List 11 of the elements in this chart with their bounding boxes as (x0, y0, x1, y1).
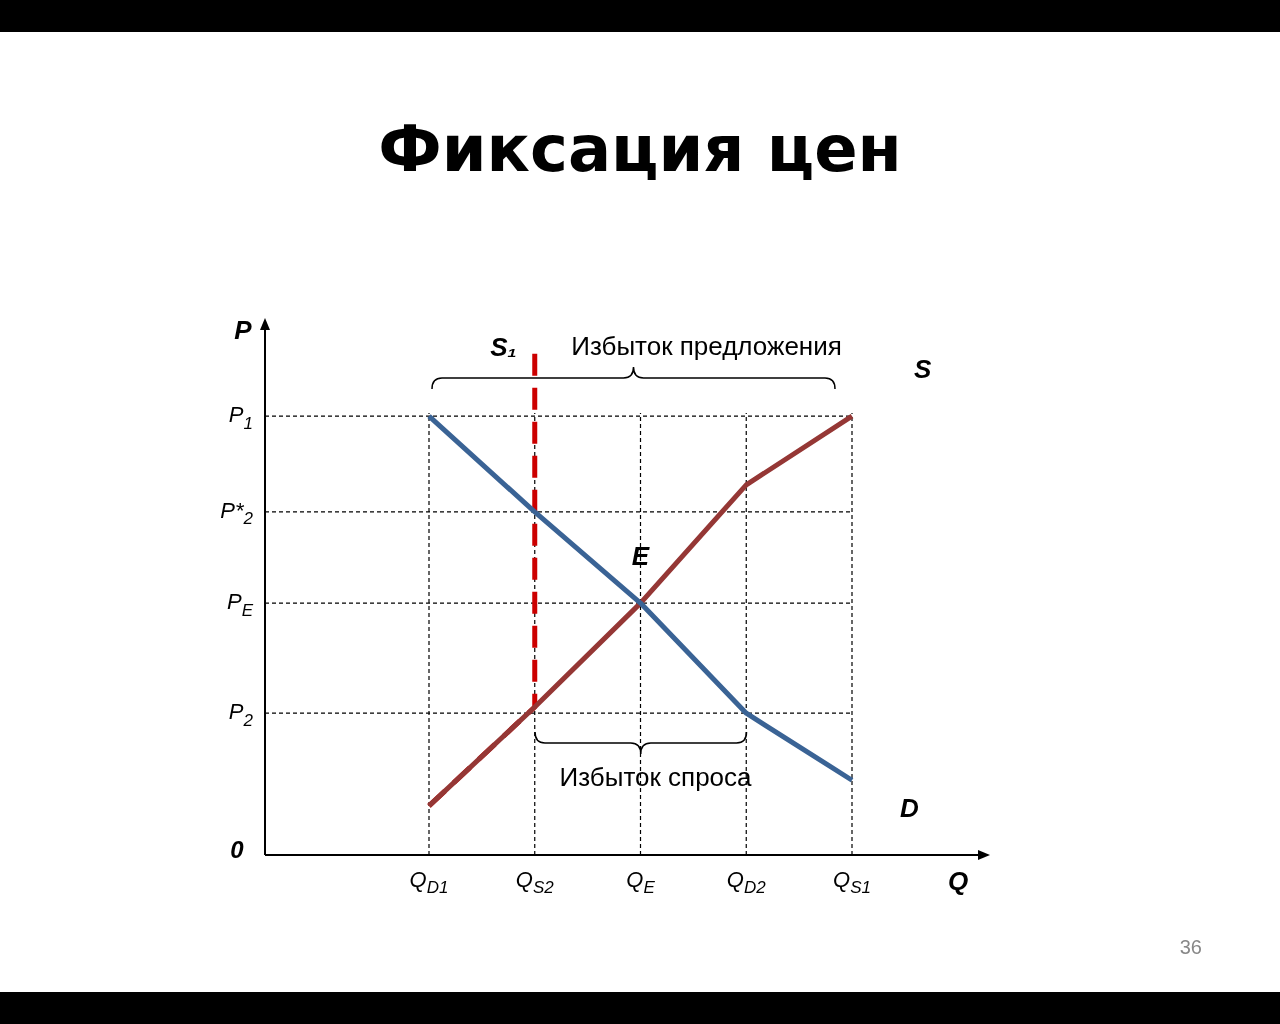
x-axis-title: Q (947, 866, 969, 897)
text: 36 (1179, 936, 1202, 959)
text: S (914, 354, 932, 385)
annotation: Избыток предложения (571, 331, 842, 362)
series-label: D (900, 793, 919, 824)
annotation: E (631, 541, 650, 572)
chart-title: Фиксация цен (377, 112, 903, 186)
series-label: S₁ (490, 332, 517, 363)
annotation: Избыток спроса (559, 762, 753, 793)
text: 0 (230, 835, 245, 863)
y-axis-title: P (234, 315, 253, 346)
